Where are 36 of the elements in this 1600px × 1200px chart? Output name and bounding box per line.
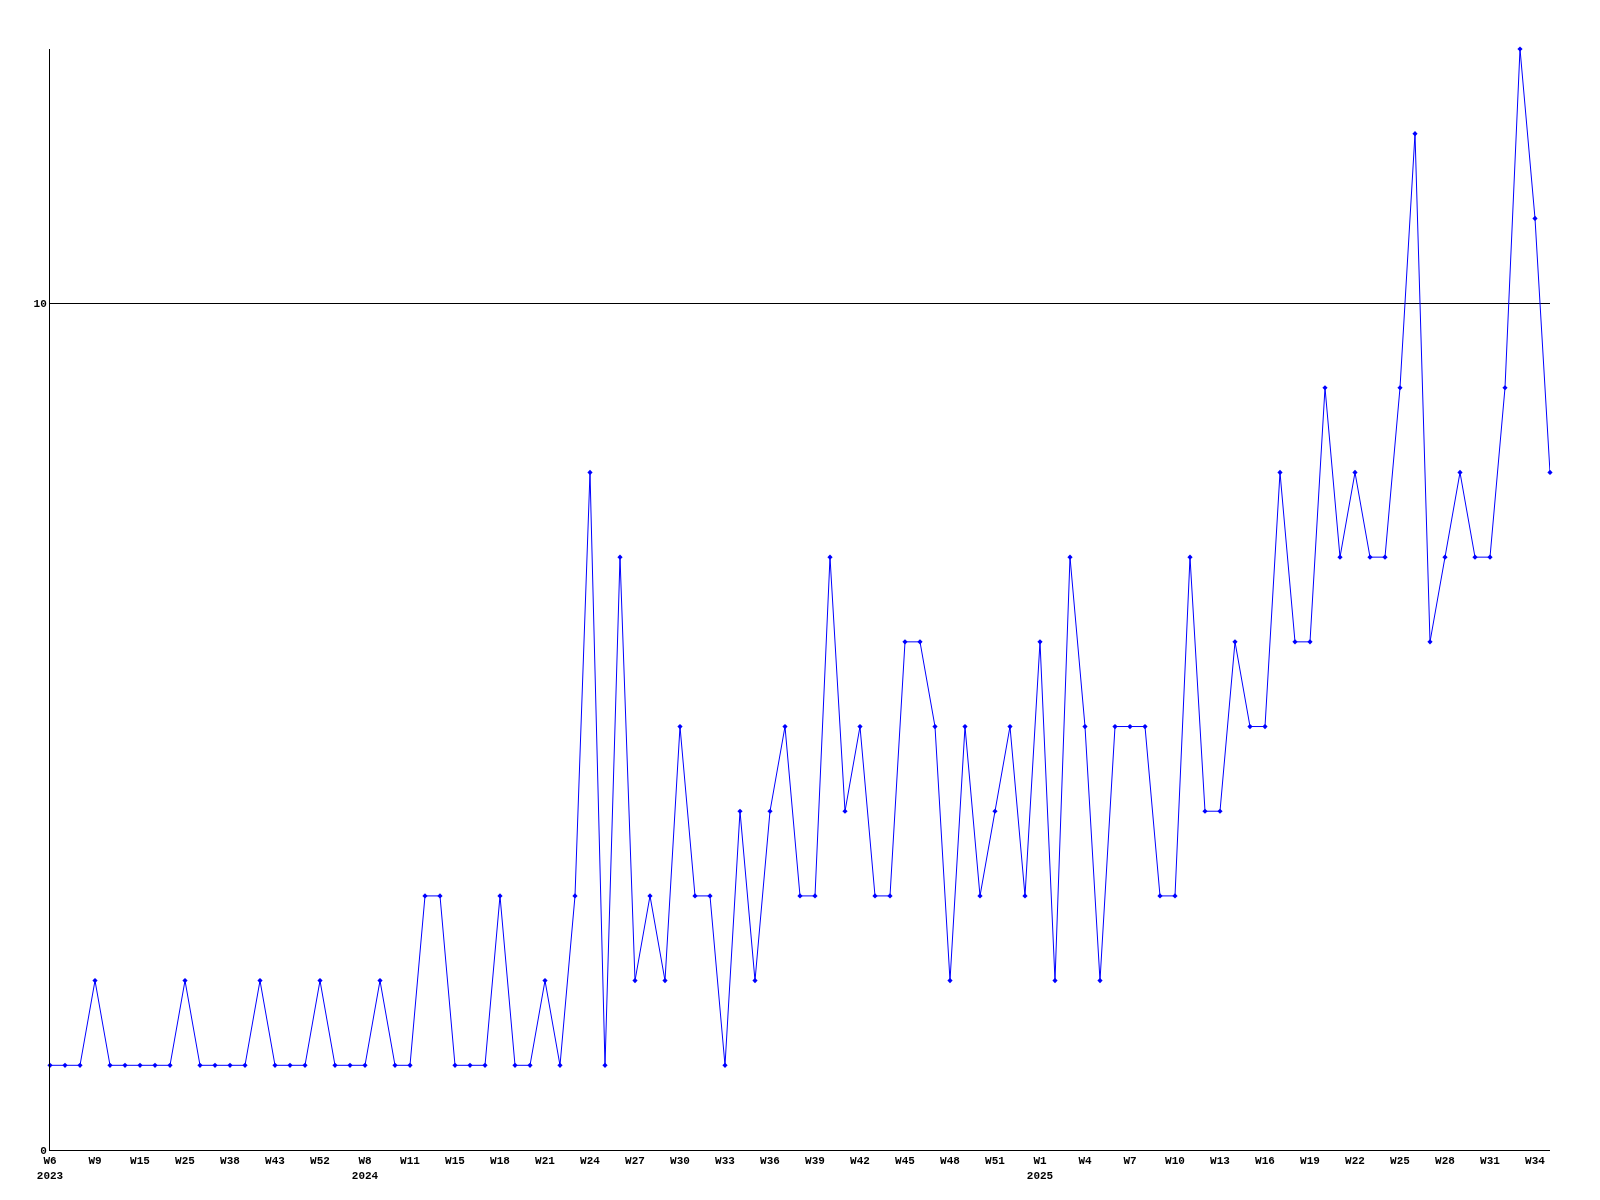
x-tick-label: W33 — [715, 1155, 736, 1168]
x-tick-label: W31 — [1480, 1155, 1501, 1168]
x-tick-label: W13 — [1210, 1155, 1231, 1168]
x-tick-label: W38 — [220, 1155, 241, 1168]
y-tick-label: 0 — [40, 1144, 47, 1157]
x-tick-label: W22 — [1345, 1155, 1365, 1168]
x-tick-label: W6 2023 — [36, 1155, 64, 1182]
x-tick-label: W51 — [985, 1155, 1006, 1168]
x-tick-label: W4 — [1078, 1155, 1092, 1168]
x-tick-label: W25 — [175, 1155, 196, 1168]
x-tick-label: W52 — [310, 1155, 330, 1168]
x-tick-label: W15 — [130, 1155, 151, 1168]
x-tick-label: W15 — [445, 1155, 466, 1168]
x-tick-label: W19 — [1300, 1155, 1320, 1168]
x-tick-label: W9 — [88, 1155, 102, 1168]
x-tick-label: W45 — [895, 1155, 916, 1168]
x-tick-label: W18 — [490, 1155, 511, 1168]
x-tick-label: W21 — [535, 1155, 556, 1168]
x-tick-label: W11 — [400, 1155, 421, 1168]
x-tick-label: W34 — [1525, 1155, 1546, 1168]
x-tick-label: W28 — [1435, 1155, 1456, 1168]
x-tick-label: W42 — [850, 1155, 870, 1168]
x-tick-label: W7 — [1123, 1155, 1137, 1168]
x-tick-label: W48 — [940, 1155, 961, 1168]
x-tick-label: W16 — [1255, 1155, 1275, 1168]
y-tick-label: 10 — [33, 297, 47, 310]
x-tick-label: W39 — [805, 1155, 825, 1168]
x-tick-label: W27 — [625, 1155, 645, 1168]
x-tick-label: W10 — [1165, 1155, 1185, 1168]
x-tick-label: W30 — [670, 1155, 690, 1168]
x-tick-label: W25 — [1390, 1155, 1411, 1168]
x-tick-label: W24 — [580, 1155, 601, 1168]
x-tick-label: W1 2025 — [1026, 1155, 1054, 1182]
x-tick-label: W36 — [760, 1155, 780, 1168]
x-tick-label: W8 2024 — [351, 1155, 379, 1182]
x-tick-label: W43 — [265, 1155, 286, 1168]
